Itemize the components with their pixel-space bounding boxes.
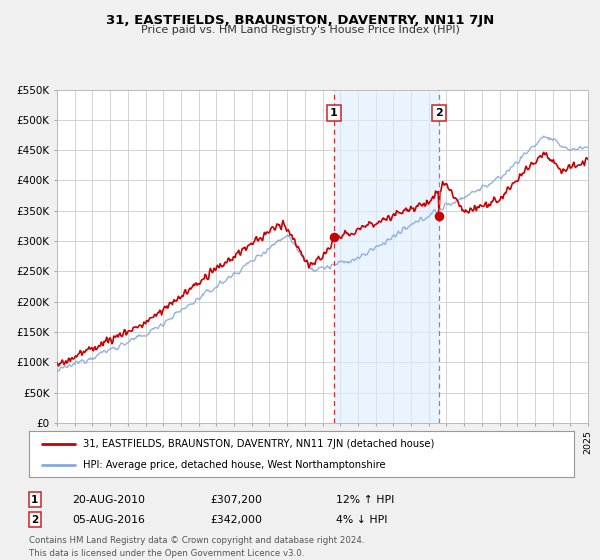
Text: HPI: Average price, detached house, West Northamptonshire: HPI: Average price, detached house, West… — [83, 460, 386, 470]
Text: £342,000: £342,000 — [210, 515, 262, 525]
Text: 1: 1 — [330, 108, 338, 118]
Text: 12% ↑ HPI: 12% ↑ HPI — [336, 494, 394, 505]
Text: 2: 2 — [435, 108, 443, 118]
Text: £307,200: £307,200 — [210, 494, 262, 505]
Text: 20-AUG-2010: 20-AUG-2010 — [72, 494, 145, 505]
Point — [329, 232, 338, 241]
Point — [434, 211, 444, 220]
Text: 05-AUG-2016: 05-AUG-2016 — [72, 515, 145, 525]
Text: 2: 2 — [31, 515, 38, 525]
Text: Price paid vs. HM Land Registry's House Price Index (HPI): Price paid vs. HM Land Registry's House … — [140, 25, 460, 35]
Text: Contains HM Land Registry data © Crown copyright and database right 2024.
This d: Contains HM Land Registry data © Crown c… — [29, 536, 364, 558]
Bar — [334, 90, 439, 423]
Text: 31, EASTFIELDS, BRAUNSTON, DAVENTRY, NN11 7JN: 31, EASTFIELDS, BRAUNSTON, DAVENTRY, NN1… — [106, 14, 494, 27]
Text: 1: 1 — [31, 494, 38, 505]
Text: 4% ↓ HPI: 4% ↓ HPI — [336, 515, 388, 525]
Text: 31, EASTFIELDS, BRAUNSTON, DAVENTRY, NN11 7JN (detached house): 31, EASTFIELDS, BRAUNSTON, DAVENTRY, NN1… — [83, 439, 434, 449]
